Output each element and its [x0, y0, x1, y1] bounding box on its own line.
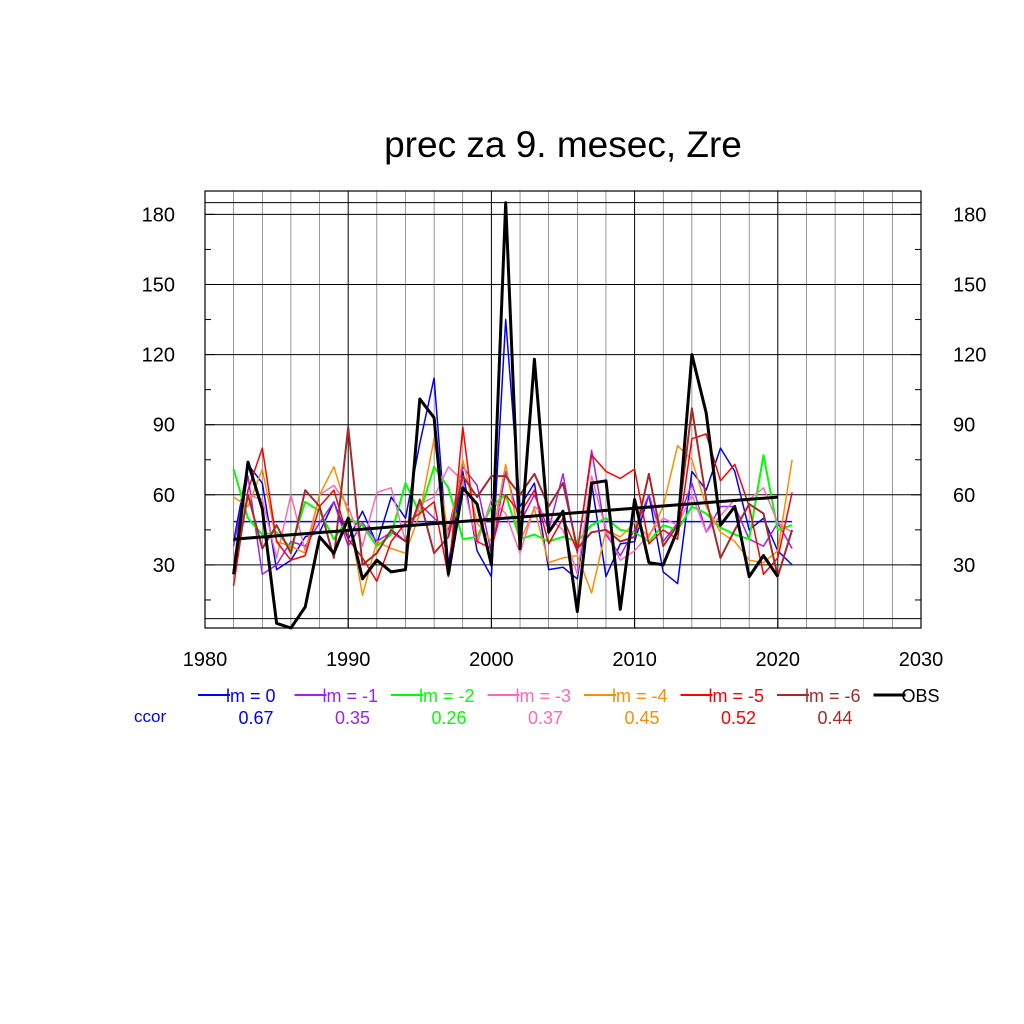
x-tick-label: 2010	[612, 649, 657, 671]
y-tick-label-left: 150	[142, 274, 175, 296]
legend-label: lm = -6	[805, 686, 861, 706]
series-line	[232, 201, 780, 630]
axes: 1980 1990 2000 2010 2020 2030 30 30 60 60 90 90 120 1…	[142, 190, 986, 671]
legend-item: lm = -50.52	[680, 686, 765, 728]
y-tick-label-right: 90	[953, 415, 975, 437]
series-lm5	[232, 426, 793, 587]
legend-item: OBS	[873, 686, 940, 706]
x-tick-label: 2020	[756, 649, 801, 671]
series-lm3	[232, 466, 793, 576]
plot-frame	[204, 190, 922, 629]
y-tick-label-left: 30	[153, 555, 175, 577]
legend-label: lm = -5	[709, 686, 765, 706]
legend-label: lm = -1	[323, 686, 379, 706]
legend-label: OBS	[902, 686, 940, 706]
series-line	[232, 449, 793, 576]
legend-item: lm = -40.45	[584, 686, 668, 728]
ccor-value: 0.45	[624, 708, 659, 728]
ccor-value: 0.37	[528, 708, 563, 728]
y-tick-label-left: 180	[142, 204, 175, 226]
legend-item: lm = -10.35	[294, 686, 379, 728]
legend-label: lm = -2	[419, 686, 475, 706]
ccor-value: 0.44	[817, 708, 852, 728]
y-tick-label-right: 180	[953, 204, 986, 226]
x-tick-label: 1980	[183, 649, 228, 671]
y-tick-label-right: 30	[953, 555, 975, 577]
x-tick-label: 2000	[469, 649, 514, 671]
series-line	[232, 466, 793, 576]
legend-label: lm = -4	[612, 686, 668, 706]
ccor-value: 0.67	[238, 708, 273, 728]
x-tick-label: 1990	[326, 649, 371, 671]
ccor-value: 0.52	[721, 708, 756, 728]
series-obs	[232, 201, 780, 630]
ccor-value: 0.26	[431, 708, 466, 728]
y-tick-label-right: 150	[953, 274, 986, 296]
series-lm1	[232, 449, 793, 576]
legend-label: lm = 0	[226, 686, 276, 706]
y-tick-label-left: 90	[153, 415, 175, 437]
series-line	[232, 426, 793, 587]
grid-lines	[205, 191, 921, 628]
ccor-value: 0.35	[335, 708, 370, 728]
y-tick-label-right: 120	[953, 345, 986, 367]
legend-label: lm = -3	[516, 686, 572, 706]
data-series	[232, 201, 794, 630]
y-tick-label-left: 120	[142, 345, 175, 367]
legend-item: lm = 00.67	[198, 686, 276, 728]
x-tick-label: 2030	[899, 649, 944, 671]
legend-item: lm = -60.44	[777, 686, 861, 728]
y-tick-label-right: 60	[953, 485, 975, 507]
ccor-label: ccor	[134, 707, 166, 726]
legend-item: lm = -30.37	[487, 686, 572, 728]
y-tick-label-left: 60	[153, 485, 175, 507]
trend-line	[233, 495, 778, 541]
legend-item: lm = -20.26	[391, 686, 475, 728]
chart-title: prec za 9. mesec, Zre	[384, 124, 742, 165]
